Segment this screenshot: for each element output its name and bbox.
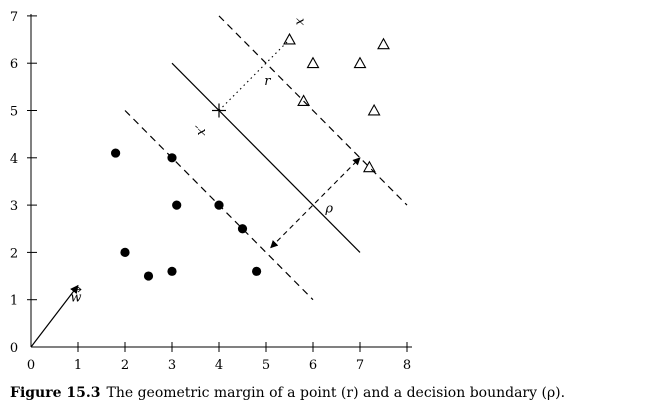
y-tick-label: 1 [10, 294, 18, 309]
data-point-circle [167, 153, 177, 163]
data-point-triangle [283, 32, 296, 45]
margin-label: ρ [324, 202, 333, 217]
data-point-circle [237, 224, 248, 234]
decision-boundary-line [171, 62, 361, 253]
class-circles [111, 148, 262, 281]
y-tick-label: 7 [10, 10, 18, 25]
x-tick-label: 2 [121, 358, 129, 373]
y-tick-label: 6 [10, 57, 18, 72]
data-point-circle [172, 200, 182, 210]
data-point-triangle [367, 103, 381, 116]
vector-arrow-accent [72, 286, 82, 293]
weight-vector-label: w [70, 291, 81, 306]
x-tick-label: 0 [27, 358, 35, 373]
data-point-circle [167, 266, 177, 276]
x-tick-label: 3 [168, 358, 176, 373]
data-point-circle [111, 148, 121, 158]
data-point-triangle [297, 94, 311, 106]
data-point-triangle [306, 56, 320, 69]
x-tick-label: 5 [262, 358, 270, 373]
weight-vector-arrow [30, 284, 79, 348]
class-triangles [283, 32, 390, 173]
y-tick-label: 5 [10, 105, 18, 120]
y-tick-label: 2 [10, 246, 18, 261]
x-tick-label: 4 [215, 358, 223, 373]
data-point-circle [120, 247, 130, 257]
figure-number: Figure 15.3 [10, 385, 101, 401]
margin-vector-rho [270, 157, 361, 249]
data-point-circle [214, 200, 224, 210]
x-tick-label: 7 [356, 358, 364, 373]
figure-caption: Figure 15.3 The geometric margin of a poi… [10, 385, 660, 401]
data-point-triangle [362, 160, 376, 173]
x-tick-label: 8 [403, 358, 411, 373]
data-point-circle [143, 271, 154, 281]
y-tick-label: 0 [10, 341, 18, 356]
x-tick-label: 1 [74, 358, 82, 373]
point-label: x [293, 17, 308, 25]
y-tick-label: 4 [10, 152, 18, 167]
axes [30, 14, 412, 348]
data-point-triangle [353, 56, 367, 69]
vectors: r ρ w [30, 39, 361, 348]
data-point-triangle [377, 37, 390, 50]
data-point-circle [252, 266, 262, 276]
point-labels: x x′ [194, 17, 308, 135]
y-ticks: 0 1 2 3 4 5 6 7 [10, 10, 37, 356]
margin-label: r [264, 74, 271, 89]
x-ticks: 0 1 2 3 4 5 6 7 8 [27, 342, 411, 373]
x-tick-label: 6 [309, 358, 317, 373]
point-label: x′ [194, 125, 209, 135]
scatter-chart: 0 1 2 3 4 5 6 7 8 0 1 2 3 4 5 6 7 r ρ w x x′ [10, 10, 412, 373]
boundary-lines [124, 15, 408, 301]
y-tick-label: 3 [10, 199, 18, 214]
margin-vector-r [218, 39, 290, 111]
caption-text: The geometric margin of a point (r) and … [106, 385, 566, 401]
margin-upper-line [218, 15, 408, 206]
